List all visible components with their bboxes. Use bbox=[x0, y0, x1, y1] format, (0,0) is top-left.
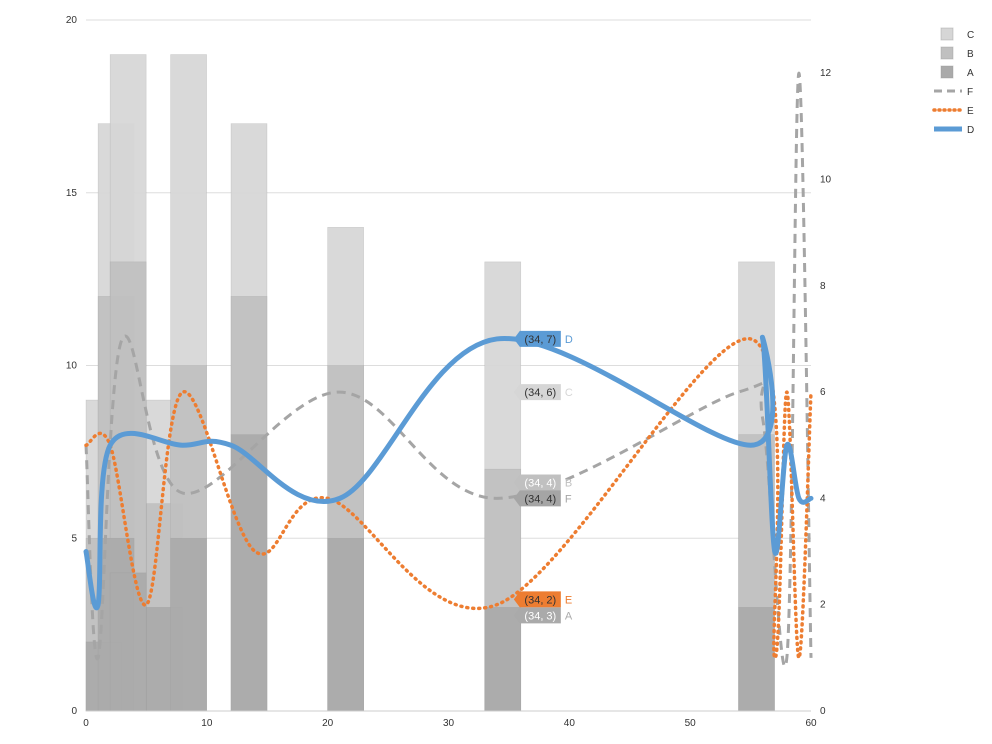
data-label-series-e: E bbox=[565, 594, 572, 606]
data-label-series-d: D bbox=[565, 334, 573, 346]
legend-swatch-b bbox=[940, 46, 954, 60]
y2-tick-label: 0 bbox=[820, 706, 826, 717]
legend-swatch-c bbox=[940, 27, 954, 41]
data-label-series-b: B bbox=[565, 477, 572, 489]
legend-label-a: A bbox=[967, 68, 974, 79]
series-line-e bbox=[84, 337, 813, 660]
data-label-tag-e bbox=[513, 591, 561, 608]
legend-swatch-a bbox=[940, 65, 954, 79]
data-label-value-f: (34, 4) bbox=[524, 493, 556, 505]
series-line-f bbox=[84, 71, 813, 668]
legend-item-f: F bbox=[934, 87, 973, 98]
y2-tick-label: 12 bbox=[820, 68, 832, 79]
legend-label-c: C bbox=[967, 30, 974, 41]
data-label-value-b: (34, 4) bbox=[524, 477, 556, 489]
legend-item-e: E bbox=[932, 106, 974, 117]
y-tick-label: 20 bbox=[66, 15, 78, 26]
y2-tick-label: 6 bbox=[820, 387, 826, 398]
y2-tick-label: 4 bbox=[820, 493, 826, 504]
data-label-tag-c bbox=[513, 384, 561, 401]
legend-label-f: F bbox=[967, 87, 973, 98]
y-tick-label: 5 bbox=[71, 533, 77, 544]
data-label-c: (34, 6) C bbox=[513, 384, 573, 401]
data-label-value-d: (34, 7) bbox=[524, 334, 556, 346]
legend-item-a: A bbox=[940, 65, 974, 79]
legend-item-c: C bbox=[940, 27, 974, 41]
bar-a-x20 bbox=[327, 537, 364, 712]
data-label-b: (34, 4) B bbox=[513, 474, 572, 491]
data-label-tag-a bbox=[513, 607, 561, 624]
data-label-series-c: C bbox=[565, 387, 573, 399]
data-label-e: (34, 2) E bbox=[513, 591, 572, 608]
bar-a-x7 bbox=[170, 537, 207, 712]
data-label-d: (34, 7) D bbox=[513, 330, 573, 347]
y2-tick-label: 2 bbox=[820, 600, 826, 611]
data-label-value-c: (34, 6) bbox=[524, 387, 556, 399]
y-tick-label: 0 bbox=[71, 706, 77, 717]
data-label-tag-b bbox=[513, 474, 561, 491]
legend-label-d: D bbox=[967, 125, 974, 136]
data-label-series-f: F bbox=[565, 493, 572, 505]
bar-a-x2 bbox=[109, 572, 147, 712]
x-tick-label: 60 bbox=[805, 718, 817, 729]
data-label-tag-d bbox=[513, 330, 561, 347]
data-label-a: (34, 3) A bbox=[513, 607, 573, 624]
bars bbox=[85, 54, 775, 712]
x-tick-label: 0 bbox=[83, 718, 89, 729]
x-tick-label: 20 bbox=[322, 718, 334, 729]
y2-tick-label: 10 bbox=[820, 174, 832, 185]
y2-tick-label: 8 bbox=[820, 281, 826, 292]
data-label-value-e: (34, 2) bbox=[524, 594, 556, 606]
x-tick-label: 30 bbox=[443, 718, 455, 729]
legend-label-b: B bbox=[967, 49, 974, 60]
bar-a-x12 bbox=[230, 434, 268, 712]
legend-item-d: D bbox=[934, 125, 974, 136]
x-tick-label: 50 bbox=[685, 718, 697, 729]
data-label-series-a: A bbox=[565, 610, 573, 622]
y-tick-label: 15 bbox=[66, 188, 78, 199]
legend-label-e: E bbox=[967, 106, 974, 117]
bar-a-x33 bbox=[484, 607, 522, 712]
data-label-tag-f bbox=[513, 490, 561, 507]
bar-a-x54 bbox=[738, 607, 775, 712]
data-labels: (34, 6) C (34, 7) D (34, 4) B (34, 4) F (34, 2) E… bbox=[513, 330, 573, 624]
x-tick-label: 40 bbox=[564, 718, 576, 729]
data-label-value-a: (34, 3) bbox=[524, 610, 556, 622]
legend-item-b: B bbox=[940, 46, 974, 60]
x-tick-label: 10 bbox=[201, 718, 213, 729]
y-tick-label: 10 bbox=[66, 361, 78, 372]
data-label-f: (34, 4) F bbox=[513, 490, 572, 507]
